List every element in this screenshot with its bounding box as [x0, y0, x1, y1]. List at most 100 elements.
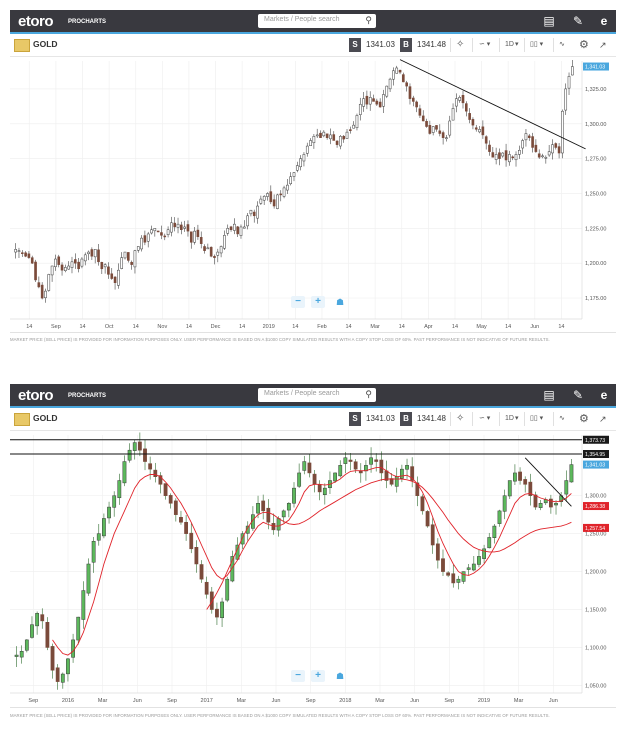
- buy-button[interactable]: B: [400, 38, 412, 52]
- candle-body: [271, 523, 276, 531]
- x-tick-label: Mar: [237, 698, 247, 704]
- candle-body: [446, 572, 451, 576]
- candle-body: [100, 262, 104, 270]
- candles-icon[interactable]: ▯▯ ▾: [530, 41, 544, 48]
- share-icon[interactable]: ☗: [336, 671, 345, 681]
- candle-body: [501, 152, 505, 157]
- candle-body: [143, 448, 147, 462]
- zoom-in-button[interactable]: +: [311, 296, 325, 308]
- candle-body: [289, 176, 292, 185]
- chevron-down-icon[interactable]: ▾: [515, 41, 519, 48]
- sell-price[interactable]: 1341.03: [366, 40, 395, 49]
- line-chart-icon[interactable]: ∽ ▾: [479, 415, 491, 422]
- timeframe-select[interactable]: 1D: [505, 41, 514, 48]
- candle-body: [64, 267, 67, 271]
- price-tag-label: 1,257.54: [585, 526, 605, 532]
- etoro-e-icon[interactable]: e: [600, 388, 608, 402]
- etoro-logo[interactable]: etoro: [18, 13, 54, 30]
- candle-body: [353, 461, 358, 470]
- etoro-e-icon[interactable]: e: [600, 14, 608, 28]
- expand-icon[interactable]: ↗: [599, 414, 607, 424]
- layout-icon[interactable]: ▤: [543, 388, 555, 402]
- candle-body: [508, 154, 511, 163]
- candle-body: [392, 70, 395, 80]
- y-tick-label: 1,050.00: [585, 683, 606, 689]
- x-tick-label: 2019: [478, 698, 490, 704]
- indicators-icon[interactable]: ∿: [559, 415, 565, 422]
- line-chart-icon[interactable]: ∽ ▾: [479, 41, 491, 48]
- candle-body: [544, 156, 548, 159]
- timeframe-select[interactable]: 1D: [505, 415, 514, 422]
- chevron-down-icon[interactable]: ▾: [515, 415, 519, 422]
- x-tick-label: Jun: [549, 698, 558, 704]
- expand-icon[interactable]: ↗: [599, 40, 607, 50]
- zoom-out-button[interactable]: −: [291, 296, 305, 308]
- candle-body: [150, 229, 153, 234]
- gear-icon[interactable]: ⚙: [579, 39, 589, 51]
- pencil-icon[interactable]: ✎: [572, 388, 584, 402]
- buy-button[interactable]: B: [400, 412, 412, 426]
- candle-body: [262, 196, 266, 201]
- candle-body: [431, 126, 435, 133]
- candle-body: [319, 132, 322, 138]
- current-price-tag: [583, 62, 609, 71]
- candle-body: [369, 457, 373, 465]
- candle-body: [143, 235, 147, 243]
- zoom-out-button[interactable]: −: [291, 670, 305, 682]
- candle-body: [335, 140, 339, 145]
- search-input[interactable]: Markets / People search ⚲: [258, 388, 376, 402]
- candle-body: [87, 251, 90, 255]
- candle-body: [554, 143, 558, 148]
- candle-body: [83, 254, 87, 262]
- candle-body: [461, 95, 465, 104]
- candle-body: [382, 94, 385, 107]
- candle-body: [399, 468, 404, 479]
- candle-body: [86, 563, 91, 594]
- candle-body: [461, 571, 466, 582]
- candle-body: [445, 137, 448, 139]
- x-tick-label: Apr: [424, 324, 433, 330]
- candle-body: [305, 145, 309, 154]
- candle-body: [435, 125, 438, 130]
- search-icon[interactable]: ⚲: [365, 15, 372, 25]
- candle-body: [541, 155, 544, 158]
- layout-icon[interactable]: ▤: [543, 14, 555, 28]
- sell-price[interactable]: 1341.03: [366, 414, 395, 423]
- candle-body: [180, 224, 183, 230]
- crosshair-icon[interactable]: ✧: [456, 413, 465, 424]
- share-icon[interactable]: ☗: [336, 297, 345, 307]
- candle-body: [474, 127, 478, 130]
- sell-button[interactable]: S: [349, 412, 361, 426]
- search-input[interactable]: Markets / People search ⚲: [258, 14, 376, 28]
- candle-body: [554, 503, 558, 506]
- candle-body: [132, 442, 137, 451]
- indicators-icon[interactable]: ∿: [559, 41, 565, 48]
- candle-body: [394, 476, 399, 487]
- price-chart[interactable]: Sep 2016 Mar Jun Sep 2017 Mar Jun Sep 2018 Mar Jun S…: [10, 431, 616, 706]
- search-icon[interactable]: ⚲: [365, 389, 372, 399]
- buy-price[interactable]: 1341.48: [417, 414, 446, 423]
- buy-price[interactable]: 1341.48: [417, 40, 446, 49]
- divider: [450, 412, 451, 426]
- candle-body: [276, 194, 279, 209]
- instrument-bar: GOLD S 1341.03 B 1341.48 ✧ ∽ ▾ 1D ▾ ▯▯ ▾…: [10, 408, 616, 431]
- candle-body: [93, 249, 97, 258]
- candle-body: [107, 506, 111, 519]
- crosshair-icon[interactable]: ✧: [456, 39, 465, 50]
- candles-icon[interactable]: ▯▯ ▾: [530, 415, 544, 422]
- sell-button[interactable]: S: [349, 38, 361, 52]
- chart-footer: [10, 332, 616, 333]
- pencil-icon[interactable]: ✎: [572, 14, 584, 28]
- y-tick-label: 1,175.00: [585, 296, 606, 302]
- candle-body: [27, 253, 31, 258]
- candle-body: [233, 223, 236, 231]
- candle-body: [438, 130, 442, 134]
- procharts-label: PROCHARTS: [68, 393, 107, 399]
- x-tick-label: Mar: [375, 698, 385, 704]
- zoom-in-button[interactable]: +: [311, 670, 325, 682]
- etoro-logo[interactable]: etoro: [18, 387, 54, 404]
- price-chart[interactable]: 14 Sep 14 Oct 14 Nov 14 Dec 14 2019 14 Feb 14 Mar 14 Ap…: [10, 57, 616, 332]
- gear-icon[interactable]: ⚙: [579, 413, 589, 425]
- candle-body: [302, 461, 307, 471]
- x-tick-label: 14: [558, 324, 564, 330]
